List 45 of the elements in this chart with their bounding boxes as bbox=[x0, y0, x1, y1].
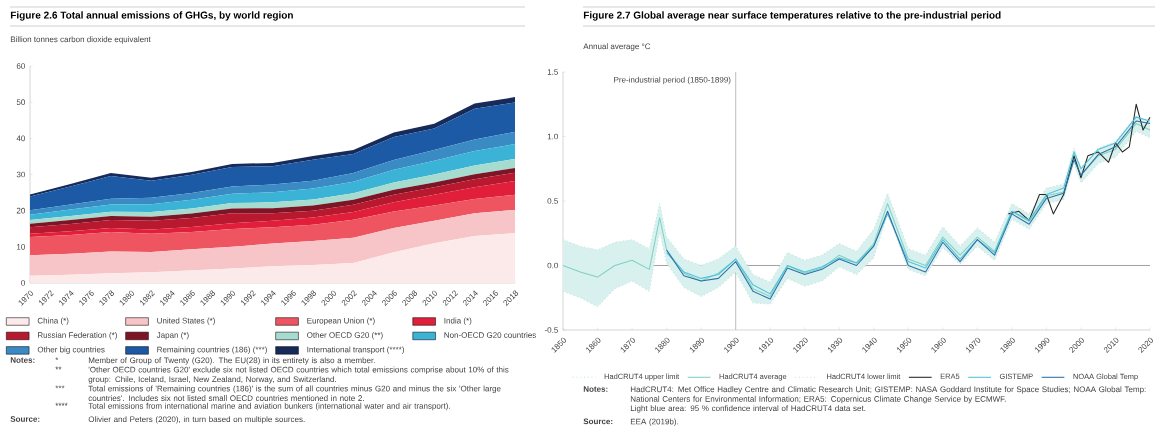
y-tick-label: -0.5 bbox=[544, 327, 558, 333]
y-axis-title: Billion tonnes carbon dioxide equivalent bbox=[10, 36, 151, 44]
legend-label: Remaining countries (186) (***) bbox=[157, 346, 267, 354]
legend-label: International transport (****) bbox=[307, 346, 405, 354]
legend-label: China (*) bbox=[37, 317, 69, 326]
line-series bbox=[1007, 103, 1151, 221]
legend-label: European Union (*) bbox=[307, 317, 375, 326]
ref-line-label: Pre-industrial period (1850-1899) bbox=[614, 76, 731, 85]
text: Light blue area: 95 % confidence interval of HadCRUT4 data set. bbox=[630, 405, 866, 413]
text: **** bbox=[55, 402, 68, 406]
chart-title: Figure 2.7 Global average near surface temperatures relative to the pre-industrial period bbox=[583, 11, 1001, 21]
y-tick-label: 30 bbox=[16, 171, 25, 178]
legend-label: Other big countries bbox=[37, 346, 105, 354]
text: HadCRUT4: Met Office Hadley Centre and Climatic Research Unit; GISTEMP: NASA Goddard Institute for Space Studies; NOAA Global Temp: National Centers for Environmental Information; ERA5: Copernicus Climate Change Service by ECMWF. bbox=[630, 386, 1146, 404]
text: * bbox=[55, 357, 59, 361]
text: Member of Group of Twenty (G20). The EU(28) in its entirety is also a member. bbox=[88, 357, 375, 365]
legend-label: Other OECD G20 (**) bbox=[307, 332, 383, 340]
text: Total emissions from international marine and aviation bunkers (international water and air transport). bbox=[88, 402, 450, 411]
text: *** bbox=[55, 385, 65, 389]
y-tick-label: 0.0 bbox=[547, 262, 558, 269]
legend-label: Japan (*) bbox=[156, 332, 189, 340]
y-tick-label: 0 bbox=[21, 280, 25, 286]
y-tick-label: 60 bbox=[16, 63, 25, 69]
text: EEA (2019b). bbox=[630, 418, 678, 426]
y-tick-label: 40 bbox=[16, 135, 25, 142]
legend-label: Non-OECD G20 countries bbox=[444, 332, 536, 338]
text: Olivier and Peters (2020), in turn based on multiple sources. bbox=[88, 416, 305, 424]
y-tick-label: 20 bbox=[16, 207, 25, 214]
source-note: Source: bbox=[583, 418, 613, 425]
chart-title: Figure 2.6 Total annual emissions of GHGs, by world region bbox=[10, 11, 293, 21]
legend-label: Russian Federation (*) bbox=[38, 332, 117, 340]
legend-label: United States (*) bbox=[157, 317, 215, 326]
text: ** bbox=[55, 366, 62, 370]
y-tick-label: 1.0 bbox=[547, 133, 558, 140]
y-tick-label: 50 bbox=[16, 99, 25, 105]
y-tick-label: 10 bbox=[17, 243, 25, 250]
legend-label: India (*) bbox=[444, 317, 472, 326]
y-axis-title: Annual average °C bbox=[583, 43, 651, 51]
source-note: Source: bbox=[10, 416, 40, 422]
text: Notes: bbox=[583, 386, 608, 392]
y-tick-label: 0.5 bbox=[547, 198, 558, 204]
text: Total emissions of 'Remaining countries (186)' is the sum of all countries minus G20 and minus the six 'Other large countries'. Includes six not listed small OECD countries mentioned in note 2. bbox=[88, 385, 501, 401]
y-tick-label: 1.5 bbox=[547, 69, 558, 75]
text: 'Other OECD countries G20' exclude six not listed OECD countries which total emissions comprise about 10% of this group: Chile, Iceland, Israel, New Zealand, Norway, and Switzerland. bbox=[88, 366, 509, 384]
text: Notes: bbox=[10, 357, 35, 363]
